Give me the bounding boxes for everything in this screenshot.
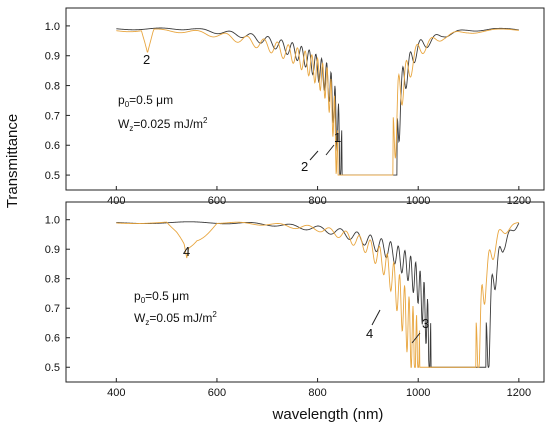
top-panel-series <box>116 27 519 176</box>
bottom-annotation-p: p0=0.5 μm <box>134 289 189 305</box>
top-panel-x-ticks: 400 600 800 1000 1200 <box>107 186 531 207</box>
x-tick-label: 400 <box>107 195 125 207</box>
x-tick-label: 600 <box>208 387 226 399</box>
y-tick-label: 0.8 <box>45 81 60 93</box>
y-tick-label: 0.7 <box>45 303 60 315</box>
x-tick-label: 1200 <box>507 195 531 207</box>
series-line-2 <box>116 28 519 176</box>
top-annotation-p: p0=0.5 μm <box>118 93 173 109</box>
y-tick-label: 0.9 <box>45 244 60 256</box>
y-tick-label: 0.9 <box>45 51 60 63</box>
x-tick-label: 400 <box>107 387 125 399</box>
x-axis-label: wavelength (nm) <box>272 406 384 423</box>
top-curve-labels: 1 2 2 <box>143 52 341 174</box>
top-panel-annotation: p0=0.5 μm Wz=0.025 mJ/m2 <box>118 93 208 133</box>
y-tick-label: 0.6 <box>45 333 60 345</box>
x-tick-label: 1200 <box>507 387 531 399</box>
curve-label-2-leader <box>309 150 319 161</box>
y-tick-label: 0.8 <box>45 274 60 286</box>
y-tick-label: 0.6 <box>45 140 60 152</box>
top-annotation-w: Wz=0.025 mJ/m2 <box>118 116 208 133</box>
x-tick-label: 800 <box>308 195 326 207</box>
series-line-1 <box>116 27 519 176</box>
bottom-annotation-w: Wz=0.05 mJ/m2 <box>134 310 217 327</box>
y-tick-label: 1.0 <box>45 21 60 33</box>
series-line-4 <box>116 221 519 368</box>
bottom-panel-annotation: p0=0.5 μm Wz=0.05 mJ/m2 <box>134 289 217 327</box>
curve-label-3: 3 <box>422 316 429 331</box>
curve-label-1-leader <box>325 144 335 156</box>
curve-label-4-leader <box>371 309 381 326</box>
x-tick-label: 1000 <box>406 387 430 399</box>
bottom-panel-y-ticks: 0.5 0.6 0.7 0.8 0.9 1.0 <box>45 215 70 374</box>
top-panel-y-ticks: 0.5 0.6 0.7 0.8 0.9 1.0 <box>45 21 70 182</box>
top-panel-frame <box>65 7 545 191</box>
top-panel: 0.5 0.6 0.7 0.8 0.9 1.0 400 600 800 1000 1200 p0=… <box>45 7 545 207</box>
bottom-panel-frame <box>65 201 545 383</box>
bottom-panel-series <box>116 221 520 368</box>
curve-label-1: 1 <box>334 130 341 145</box>
curve-label-2-band: 2 <box>301 159 308 174</box>
curve-label-4-dip: 4 <box>183 244 190 259</box>
curve-label-2-dip: 2 <box>143 52 150 67</box>
curve-label-3-leader <box>411 332 421 344</box>
y-tick-label: 0.5 <box>45 170 60 182</box>
y-axis-label: Transmittance <box>4 114 21 208</box>
bottom-panel-x-ticks: 400 600 800 1000 1200 <box>107 378 531 399</box>
x-tick-label: 800 <box>308 387 326 399</box>
bottom-curve-labels: 4 4 3 <box>183 244 429 344</box>
curve-label-4-band: 4 <box>366 326 373 341</box>
y-tick-label: 0.7 <box>45 110 60 122</box>
x-tick-label: 600 <box>208 195 226 207</box>
y-tick-label: 1.0 <box>45 215 60 227</box>
bottom-panel: 0.5 0.6 0.7 0.8 0.9 1.0 400 600 800 1000 1200 p0=… <box>45 201 545 399</box>
x-tick-label: 1000 <box>406 195 430 207</box>
y-tick-label: 0.5 <box>45 362 60 374</box>
